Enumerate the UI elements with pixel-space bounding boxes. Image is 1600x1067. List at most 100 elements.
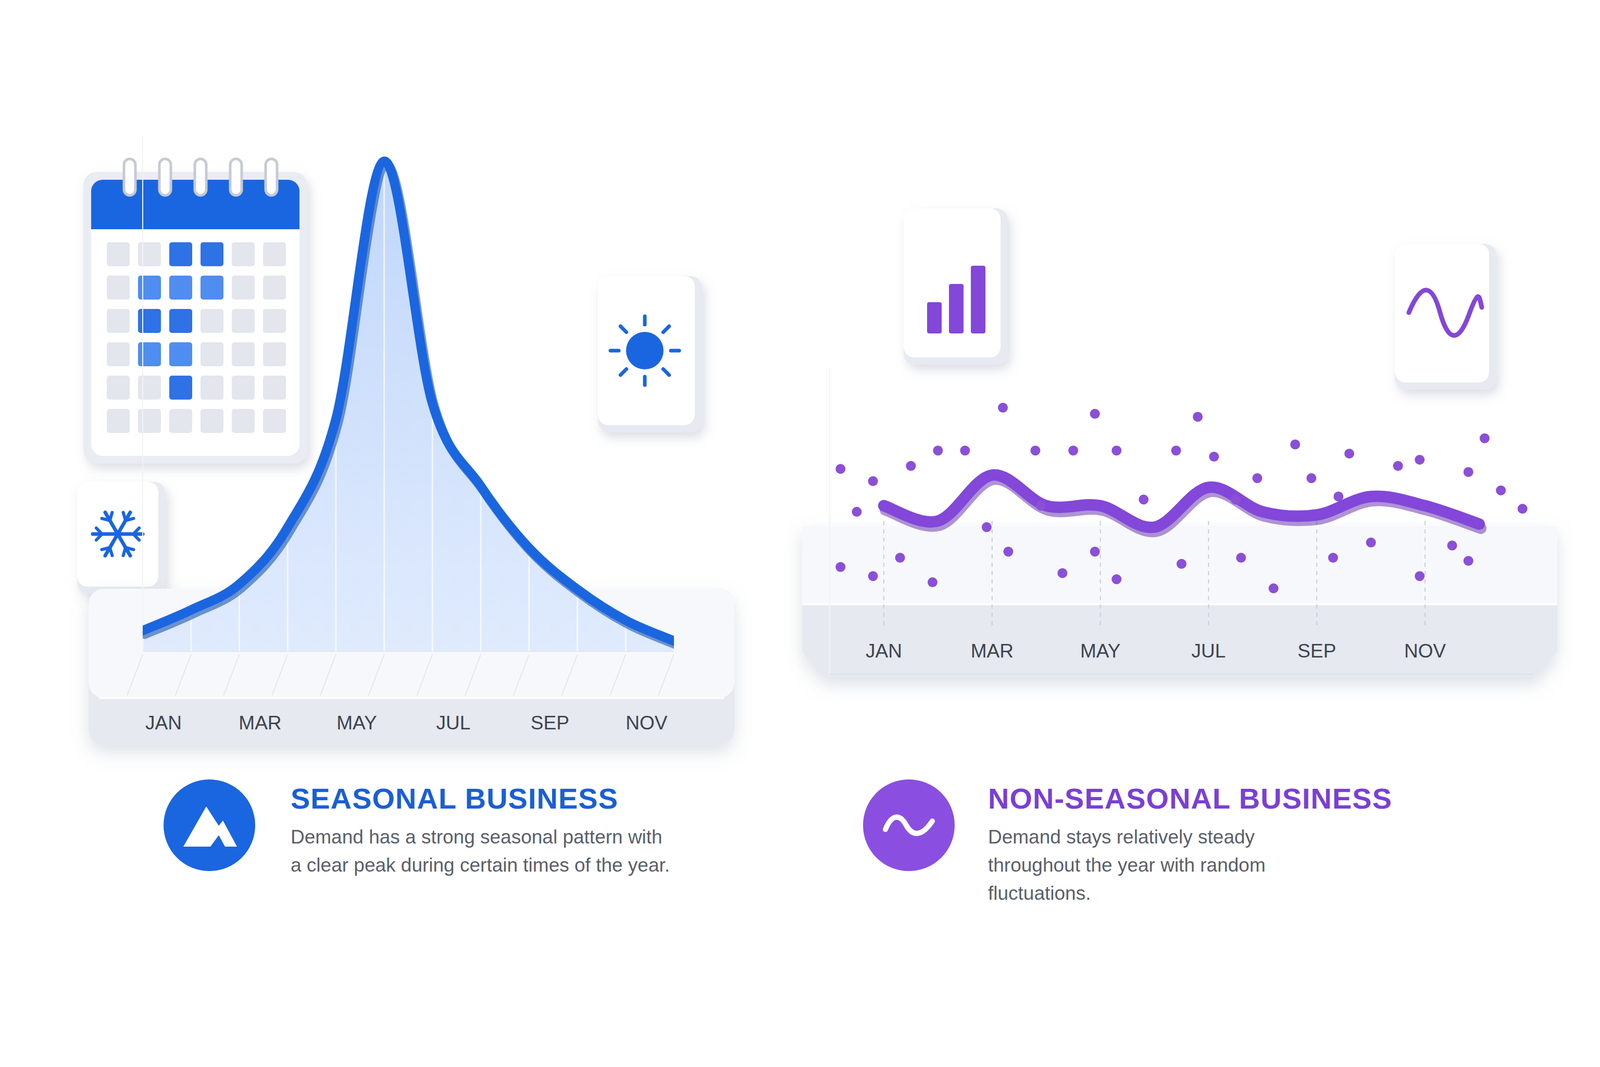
scatter-point (927, 577, 938, 587)
scatter-point (1035, 500, 1046, 511)
calendar-cell (106, 308, 130, 333)
area-fill (142, 160, 674, 652)
tile-side (1394, 243, 1497, 390)
scatter-point (1463, 555, 1474, 566)
non-seasonal-badge (863, 779, 955, 871)
sun-ray (643, 376, 647, 385)
y-axis-line (829, 367, 831, 674)
calendar-cell (138, 308, 161, 333)
snowflake-branch (96, 533, 103, 540)
x-tick (1207, 520, 1209, 625)
scatter-point (1111, 445, 1122, 456)
sun-ray (620, 326, 627, 332)
tile-side (903, 208, 1008, 365)
calendar-back (83, 171, 308, 464)
scatter-point (1192, 411, 1203, 422)
calendar-cell (231, 275, 255, 300)
scatter-point (959, 445, 970, 456)
plot-area (835, 402, 1528, 594)
scatter-point (1463, 466, 1474, 477)
scatter-point (1393, 460, 1404, 471)
calendar-cell (169, 308, 193, 333)
x-tick (883, 520, 885, 625)
demand-line (142, 160, 674, 641)
scatter-point (1208, 451, 1219, 462)
area-guide (528, 554, 530, 652)
caption-title: SEASONAL BUSINESS (290, 781, 619, 816)
y-axis-line (142, 135, 144, 652)
snowflake-branch (125, 547, 134, 550)
slab-edge (98, 697, 724, 699)
x-tick-label: NOV (625, 711, 668, 734)
canvas: JANMARMAYJULSEPNOVJANMARMAYJULSEPNOV (0, 0, 1600, 1067)
calendar-cell (263, 242, 286, 267)
page: {"chart_data": [ {"type": "area", "title… (0, 0, 1600, 1067)
badge-wave (885, 816, 933, 833)
scatter-point (1252, 472, 1262, 483)
calendar-cell (138, 242, 161, 267)
caption-title: NON-SEASONAL BUSINESS (988, 781, 1393, 816)
x-tick (1316, 520, 1318, 625)
slab-edge (802, 603, 1558, 606)
tile-side (597, 276, 703, 433)
x-tick-label: MAR (238, 711, 282, 734)
scatter-point (835, 464, 846, 474)
wave-icon-line (1408, 290, 1482, 336)
scatter-point (1517, 503, 1528, 514)
scatter-point (905, 460, 916, 471)
calendar-cell (169, 342, 193, 367)
calendar-cell (169, 375, 193, 400)
scatter-point (1414, 570, 1425, 581)
sun-ray (620, 368, 627, 375)
scatter-point (1495, 485, 1506, 496)
sun-ray (643, 316, 647, 325)
calendar-cell (200, 375, 224, 400)
scatter-point (1030, 445, 1041, 456)
badge-circle (163, 779, 256, 871)
x-tick (416, 654, 433, 696)
calendar-cell (106, 242, 130, 267)
scatter-point (868, 570, 879, 581)
calendar-cell (231, 375, 255, 400)
calendar-cell (263, 375, 286, 400)
scatter-point (1479, 433, 1490, 444)
x-tick-label: JAN (145, 711, 182, 734)
x-tick (223, 654, 240, 696)
area-guide (625, 626, 627, 652)
snowflake-branch (101, 518, 110, 521)
x-tick-label: MAR (970, 640, 1014, 662)
snowflake-arm (117, 511, 131, 534)
area-guide (190, 616, 192, 652)
calendar-ring (230, 158, 242, 196)
scatter-point (1447, 540, 1458, 551)
snowflake-branch (109, 547, 112, 556)
bars-icon-bar (927, 302, 942, 334)
x-tick-label: MAY (336, 711, 377, 734)
snowflake-arm (92, 532, 118, 536)
scatter-point (1176, 558, 1187, 569)
line-shadow (144, 164, 674, 645)
snowflake-arm (117, 532, 143, 536)
x-tick (513, 654, 530, 696)
seasonal-chart: JANMARMAYJULSEPNOV (88, 135, 735, 745)
scatter-point (1306, 472, 1317, 483)
snowflake-arm (105, 533, 118, 556)
snowflake-arm (117, 533, 131, 556)
x-tick (1424, 520, 1426, 625)
tile-side (77, 481, 166, 594)
calendar-cell (263, 275, 286, 300)
bars-icon (903, 208, 1008, 365)
calendar-cell (138, 375, 161, 400)
scatter-point (1111, 573, 1122, 584)
snowflake-branch (133, 528, 140, 534)
scatter-point (1414, 454, 1425, 465)
sun-ray (670, 348, 680, 353)
snowflake-arm (105, 511, 118, 534)
bars-icon-bar (948, 283, 964, 334)
calendar-cell (200, 242, 224, 267)
x-tick (658, 654, 674, 696)
scatter-point (981, 521, 992, 532)
calendar-ring (123, 158, 136, 196)
x-tick-label: JAN (865, 640, 903, 662)
calendar-cell (169, 242, 193, 267)
